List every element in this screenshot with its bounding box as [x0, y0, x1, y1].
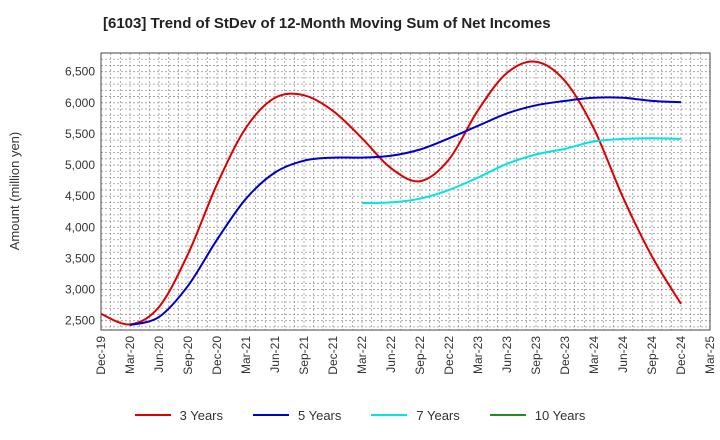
x-tick-label: Sep-20 [181, 336, 195, 375]
y-axis-title: Amount (million yen) [7, 132, 22, 251]
x-tick-label: Mar-23 [471, 336, 485, 374]
x-tick-label: Dec-19 [94, 336, 108, 375]
x-tick-label: Dec-21 [326, 336, 340, 375]
x-tick-label: Jun-24 [616, 336, 630, 373]
chart-title: [6103] Trend of StDev of 12-Month Moving… [103, 15, 551, 32]
x-tick-label: Mar-24 [587, 336, 601, 374]
plot-background [101, 53, 710, 330]
series-line-1 [100, 60, 682, 326]
x-tick-label: Jun-23 [500, 336, 514, 373]
y-tick-label: 6,000 [65, 96, 95, 110]
legend-label: 5 Years [298, 407, 342, 423]
legend-item-4: 10 Years [489, 407, 586, 423]
legend-item-3: 7 Years [371, 407, 460, 423]
series-line-3 [361, 137, 682, 204]
x-tick-label: Mar-21 [239, 336, 253, 374]
x-tick-label: Sep-24 [645, 336, 659, 375]
axis-layer [100, 52, 711, 331]
y-tick-label: 2,500 [65, 314, 95, 328]
legend-swatch [489, 414, 526, 416]
legend-swatch [253, 414, 289, 416]
x-tick-label: Dec-20 [210, 336, 224, 375]
grid-layer [100, 52, 711, 330]
legend-label: 7 Years [416, 407, 460, 423]
legend-label: 10 Years [534, 407, 586, 423]
x-tick-label: Jun-20 [152, 336, 166, 373]
legend-swatch [371, 414, 408, 416]
y-tick-label: 3,500 [65, 251, 95, 265]
x-tick-label: Jun-21 [268, 336, 282, 373]
y-tick-labels: 2,500 3,000 3,500 4,000 4,500 5,000 5,500 6,000… [65, 65, 95, 328]
series-line-2 [129, 96, 682, 326]
x-tick-label: Sep-23 [529, 336, 543, 375]
y-tick-label: 6,500 [65, 65, 95, 79]
x-tick-label: Sep-21 [297, 336, 311, 375]
legend-label: 3 Years [179, 407, 223, 423]
y-tick-label: 5,000 [65, 158, 95, 172]
x-tick-labels: Dec-19 Mar-20 Jun-20 Sep-20 Dec-20 Mar-21 Jun-… [94, 336, 717, 375]
y-tick-label: 3,000 [65, 283, 95, 297]
plot-border [100, 52, 711, 331]
x-tick-label: Dec-24 [674, 336, 688, 375]
x-tick-label: Mar-20 [123, 336, 137, 374]
x-tick-label: Dec-23 [558, 336, 572, 375]
x-tick-label: Sep-22 [413, 336, 427, 375]
legend-item-2: 5 Years [253, 408, 341, 423]
legend-swatch [134, 414, 171, 416]
y-tick-label: 4,000 [65, 220, 95, 234]
x-tick-label: Dec-22 [442, 336, 456, 375]
legend-item-1: 3 Years [134, 407, 223, 423]
x-tick-label: Jun-22 [384, 336, 398, 373]
series-layer [100, 60, 682, 326]
legend: 3 Years 5 Years 7 Years 10 Years [0, 404, 720, 426]
y-tick-label: 4,500 [65, 189, 95, 203]
x-tick-label: Mar-25 [703, 336, 717, 374]
y-tick-label: 5,500 [65, 127, 95, 141]
x-tick-label: Mar-22 [355, 336, 369, 374]
